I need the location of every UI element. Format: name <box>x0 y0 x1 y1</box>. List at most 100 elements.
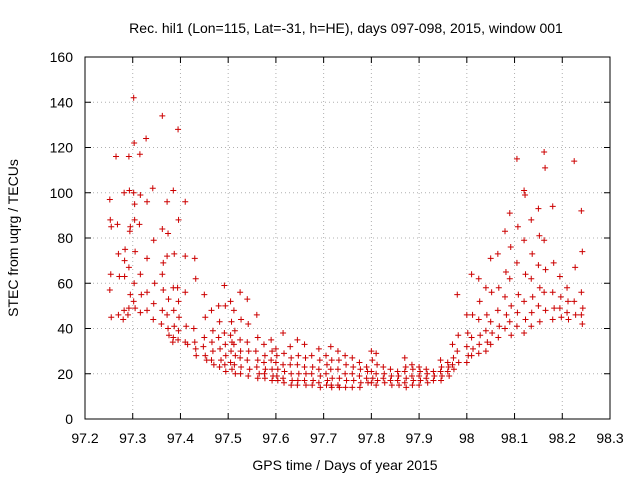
data-point <box>571 158 578 165</box>
data-point <box>356 373 363 380</box>
data-point <box>468 271 475 278</box>
data-point <box>288 354 295 361</box>
data-point <box>209 348 216 355</box>
data-point <box>535 262 542 269</box>
data-point <box>237 289 244 296</box>
data-point <box>184 341 191 348</box>
data-point <box>565 298 571 305</box>
data-point <box>388 382 395 389</box>
data-point <box>106 287 113 294</box>
data-point <box>281 368 288 375</box>
data-point <box>262 366 269 373</box>
data-point <box>174 284 181 291</box>
data-point <box>529 250 536 257</box>
data-point <box>424 370 431 377</box>
data-point <box>315 345 322 352</box>
data-point <box>401 379 408 386</box>
data-point <box>475 350 482 357</box>
data-point <box>131 201 138 208</box>
data-point <box>410 377 417 384</box>
data-point <box>150 300 157 307</box>
data-point <box>144 289 151 296</box>
data-point <box>495 334 502 341</box>
data-point <box>536 318 543 325</box>
data-point <box>463 359 470 366</box>
data-point <box>126 228 133 235</box>
data-point <box>287 343 294 350</box>
data-point <box>476 341 483 348</box>
data-point <box>288 370 295 377</box>
data-point <box>439 373 445 380</box>
data-point <box>182 198 189 205</box>
data-point <box>535 302 542 309</box>
data-point <box>280 330 287 337</box>
data-point <box>254 357 261 364</box>
data-point <box>495 284 502 291</box>
data-point <box>542 307 549 314</box>
data-point <box>217 345 224 352</box>
data-point <box>159 112 166 119</box>
data-point <box>144 255 151 262</box>
y-tick-label: 60 <box>57 275 73 291</box>
data-point <box>484 339 491 346</box>
data-point <box>237 370 244 377</box>
data-point <box>164 311 171 318</box>
data-point <box>144 198 151 205</box>
data-point <box>556 273 563 280</box>
x-tick-label: 97.8 <box>358 430 385 446</box>
data-point <box>115 250 122 257</box>
data-point <box>356 359 363 366</box>
data-point <box>294 361 301 368</box>
data-point <box>165 325 172 332</box>
data-point <box>423 366 430 373</box>
data-point <box>506 210 513 217</box>
data-point <box>295 370 302 377</box>
data-point <box>578 207 585 214</box>
data-point <box>438 363 445 370</box>
data-point <box>438 377 445 384</box>
data-point <box>261 375 268 382</box>
data-point <box>494 250 501 257</box>
data-point <box>342 352 349 359</box>
data-point <box>228 318 235 325</box>
data-point <box>159 307 166 314</box>
data-point <box>260 359 267 366</box>
data-point <box>115 311 122 318</box>
x-tick-label: 97.4 <box>167 430 194 446</box>
data-point <box>334 366 341 373</box>
data-point <box>542 164 549 171</box>
data-point <box>483 311 490 318</box>
data-point <box>423 375 430 382</box>
data-point <box>308 370 315 377</box>
data-point <box>230 341 237 348</box>
data-point <box>158 320 165 327</box>
x-tick-label: 98.1 <box>501 430 528 446</box>
data-point <box>408 373 415 380</box>
x-tick-label: 97.5 <box>215 430 242 446</box>
data-point <box>549 316 556 323</box>
data-point <box>528 275 535 282</box>
data-point <box>108 223 115 230</box>
data-point <box>190 325 197 332</box>
data-point <box>507 244 514 251</box>
data-point <box>246 366 253 373</box>
data-point <box>136 151 143 158</box>
data-point <box>542 266 549 273</box>
data-point <box>122 246 129 253</box>
data-point <box>417 377 424 384</box>
data-point <box>149 185 156 192</box>
data-point <box>171 323 178 330</box>
data-point <box>121 273 128 280</box>
data-point <box>550 259 557 266</box>
data-point <box>373 370 380 377</box>
data-point <box>209 327 216 334</box>
data-point <box>342 370 349 377</box>
data-point <box>316 357 323 364</box>
data-point <box>416 363 423 370</box>
data-point <box>541 289 548 296</box>
data-point <box>269 348 276 355</box>
data-point <box>327 366 334 373</box>
data-point <box>171 250 178 257</box>
data-point <box>208 339 215 346</box>
